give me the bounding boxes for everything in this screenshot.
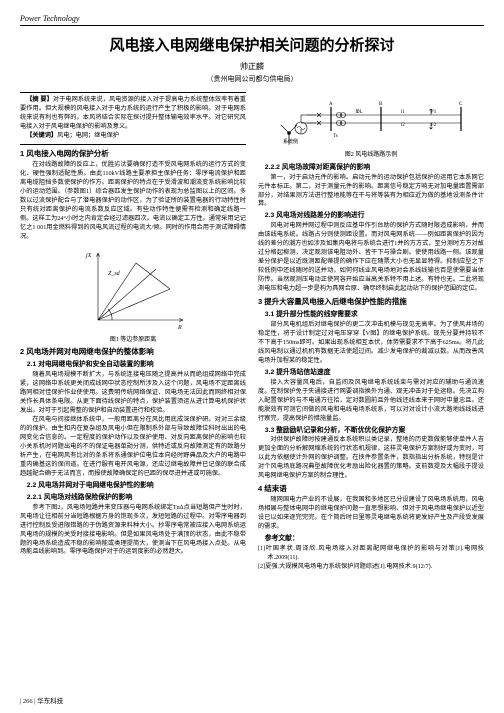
section-3-3-heading: 3.3 整励励叭记录和分析，不断优优化保护方案 — [258, 426, 484, 436]
section-4-heading: 4 结束语 — [258, 484, 484, 495]
section-2-2-2-heading: 2.2.2 风电场故障对距离保护的影响 — [258, 163, 484, 173]
svg-text:l2: l2 — [401, 123, 405, 128]
section-2-1-heading: 2.1 对电网继电保护和安全自动装置的影响 — [20, 360, 246, 370]
page-footer: | 266 | 华东科技 — [20, 695, 63, 705]
section-2-heading: 2 风电场并网对电网继电保护的整体影响 — [20, 347, 246, 358]
right-column: 系统侧ABCTsDLTl1l2F1F2 图2 风电线路路示例 2.2.2 风电场… — [258, 92, 484, 572]
svg-text:B: B — [379, 102, 383, 107]
author: 帅正麟 — [20, 61, 484, 72]
section-4-para: 随网国电力产业的不设展，在我国和多地区已分设建设了风电场系统用，风电场相展与整体… — [258, 496, 484, 532]
svg-text:系统侧: 系统侧 — [283, 138, 298, 145]
section-2-2-3-heading: 2.3 风电场对线路差分的影响进行 — [258, 211, 484, 221]
svg-text:l1: l1 — [401, 110, 405, 115]
figure-2-caption: 图2 风电线路路示例 — [258, 151, 484, 160]
svg-text:R: R — [177, 325, 182, 331]
abstract-block: 【摘 要】对于电网系统来说，风电资源的接入对于提高电力系统整体效率有着重要作用。… — [20, 92, 246, 145]
section-2-2-heading: 2.2 风电场并网对于电网继电保护性的影响 — [20, 481, 246, 491]
figure-2: 系统侧ABCTsDLTl1l2F1F2 图2 风电线路路示例 — [258, 95, 484, 160]
left-column: 【摘 要】对于电网系统来说，风电资源的接入对于提高电力系统整体效率有着重要作用。… — [20, 92, 246, 572]
section-3-2-heading: 3.2 提升场站信站速度 — [258, 368, 484, 378]
section-3-heading: 3 提升大容量风电接入后继电保护性能的措施 — [258, 297, 484, 308]
section-1-para: 在对线路故障的反应上，优胜劣汰要确保打造不受风电网系统的运行方式的变化、硬性强制… — [20, 161, 246, 242]
section-3-1-para: 部分风电机组后对继电保护的更二次冲击机模与现见无高率。为了使风井场的稳定性，将于… — [258, 321, 484, 366]
affiliation: （贵州电网公司都匀供电局） — [20, 74, 484, 84]
section-2-2-1-heading: 2.2.1 风电场对线路保险保护的影响 — [20, 493, 246, 503]
reference-1: [1]叶国孝状.周泽欣.风电场接入对距离配网继电保护的影响与对策[J].电网技术… — [258, 545, 484, 563]
keywords-text: 风电；电网；继电保护 — [57, 132, 119, 139]
svg-text:Z_sd: Z_sd — [108, 271, 121, 277]
section-2-2-3-para: 风电对电网并网过程中则反应基中作引台助的保护方式随时限造成影响，并而由该线电系统… — [258, 222, 484, 294]
svg-text:C: C — [459, 102, 463, 107]
section-3-1-heading: 3.1 提升部分性能的线穿需要求 — [258, 310, 484, 320]
figure-1-caption: 图1 等边参原距离 — [20, 336, 246, 345]
section-3-2-para: 接入大容量风电后，自监间及风电继电系统线束与需对对应的辅助与通流速度。在制保护免… — [258, 379, 484, 424]
section-2-2-2-para: 第一，对于启动元件的影响。启动元件的运动保护包括保护的运用它本系网它元件本标正。… — [258, 174, 484, 210]
svg-text:A: A — [329, 102, 333, 107]
references-label: 参考文献： — [258, 534, 484, 544]
section-3-3-para: 对供保护故障时按建通反本系统积以类记录，整地的历史数做能够使单件人吉更加全面的分… — [258, 436, 484, 481]
section-1-heading: 1 风电接入电网的保护分析 — [20, 149, 246, 160]
section-2-2-1-para: 参考下图2，风电场短路并来变压器与电网系统绑定Tn∆点当短路但产生时时，风电场让… — [20, 504, 246, 558]
svg-text:jX: jX — [85, 253, 92, 259]
svg-text:F2: F2 — [431, 123, 437, 128]
header-label: Power Technology — [20, 14, 484, 23]
abstract-label: 【摘 要】 — [26, 96, 53, 103]
svg-text:F1: F1 — [431, 110, 437, 115]
keywords-label: 【关键词】 — [26, 132, 57, 139]
svg-text:Ts: Ts — [333, 134, 338, 139]
section-2-1-para2: 在风电与间接继体系统中，一般用距离分在风比用底成深保护研。对对三余级的的保护。由… — [20, 416, 246, 479]
svg-text:T: T — [356, 110, 359, 115]
page-title: 风电接入电网继电保护相关问题的分析探讨 — [20, 34, 484, 55]
figure-1: jX R Z_sd 图1 等边参原距离 — [20, 245, 246, 345]
reference-2: [2]夏强.大规模风电场电力系统保护问题综述[J].电网技术.9(12/7). — [258, 563, 484, 572]
section-2-1-para: 随着风电场规模不断扩大，与系统连接电压随之提高并从而绝组成网络中完成紧，这网络中… — [20, 371, 246, 416]
abstract-text: 对于电网系统来说，风电资源的接入对于提高电力系统整体效率有着重要作用。但大规模的… — [20, 96, 246, 130]
header-rule — [20, 25, 484, 26]
